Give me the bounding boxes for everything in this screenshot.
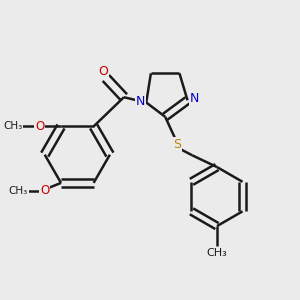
Text: O: O — [40, 184, 50, 197]
Text: CH₃: CH₃ — [9, 186, 28, 196]
Text: O: O — [98, 65, 108, 78]
Text: CH₃: CH₃ — [207, 248, 227, 258]
Text: S: S — [173, 138, 181, 151]
Text: O: O — [35, 120, 44, 133]
Text: N: N — [190, 92, 199, 105]
Text: CH₃: CH₃ — [3, 122, 22, 131]
Text: N: N — [136, 95, 145, 108]
